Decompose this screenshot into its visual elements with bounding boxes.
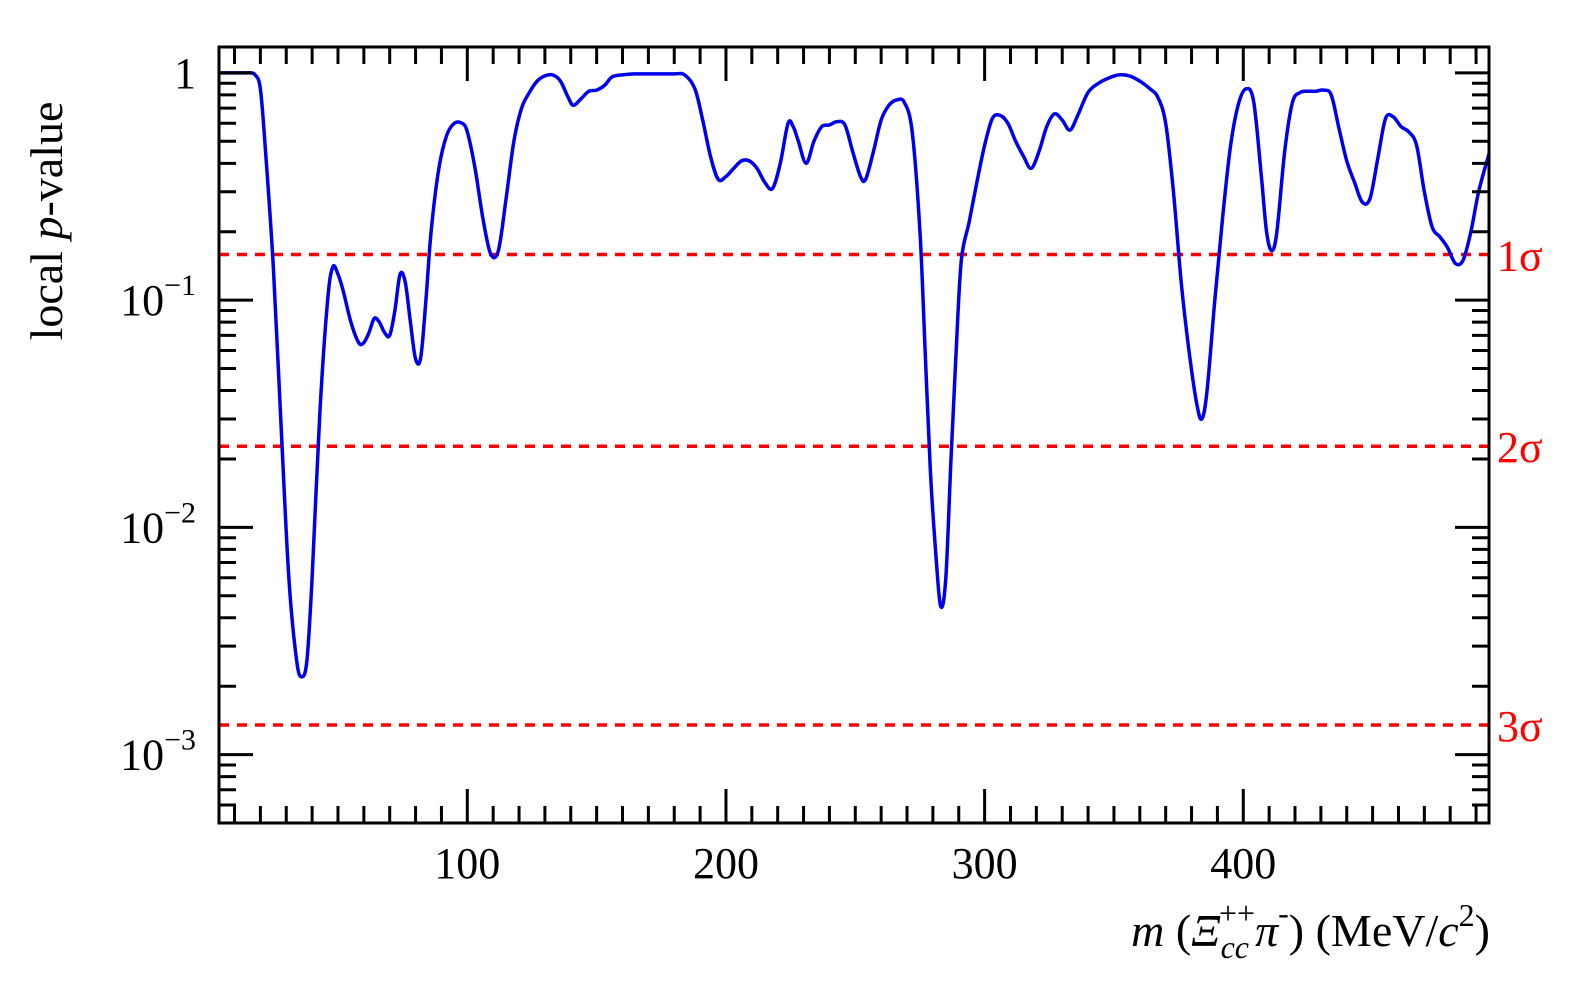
curve-layer (219, 70, 1491, 679)
x-tick-label: 300 (952, 839, 1018, 888)
y-axis-title: local p-value (21, 102, 72, 341)
axis-ticks (219, 47, 1489, 825)
y-tick-label: 10−2 (120, 496, 196, 552)
sigma-label: 2σ (1497, 423, 1543, 472)
y-tick-label: 1 (174, 49, 196, 98)
y-tick-label: 10−3 (120, 724, 196, 780)
sigma-labels: 1σ 2σ 3σ (1497, 232, 1543, 751)
sigma-label: 1σ (1497, 232, 1543, 281)
y-tick-labels: 1 10−1 10−2 10−3 (120, 49, 196, 780)
p-value-curve (219, 70, 1491, 679)
x-tick-label: 100 (434, 839, 500, 888)
sigma-reference-lines (219, 252, 1489, 727)
plot-frame (217, 45, 1491, 825)
x-tick-label: 200 (693, 839, 759, 888)
sigma-label: 3σ (1497, 702, 1543, 751)
x-tick-label: 400 (1210, 839, 1276, 888)
x-axis-title: m (Ξcc++π-) (MeV/c2) (1131, 895, 1490, 965)
y-tick-label: 10−1 (120, 269, 196, 325)
x-tick-labels: 100 200 300 400 (434, 839, 1276, 888)
